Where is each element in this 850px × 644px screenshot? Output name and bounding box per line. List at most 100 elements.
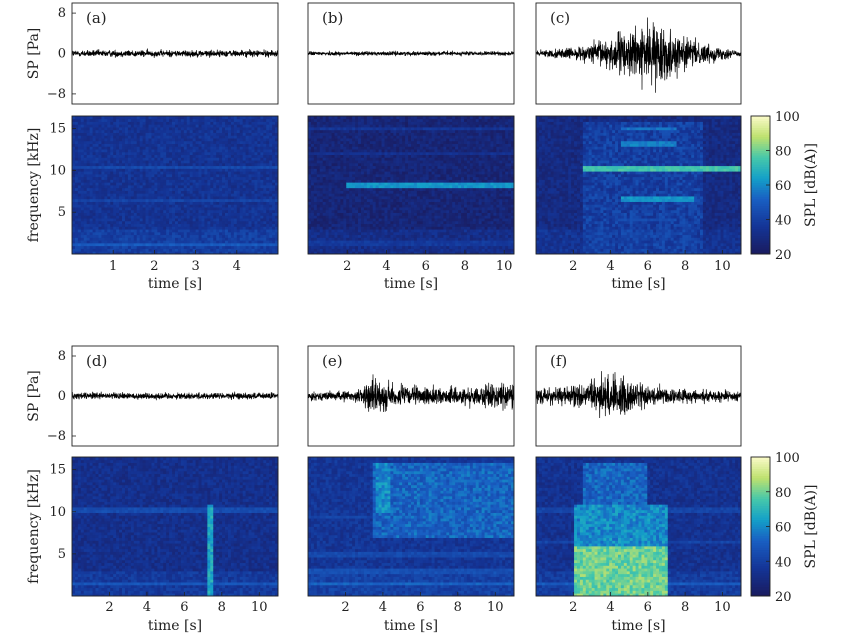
- heatmap-cell: [329, 232, 332, 235]
- heatmap-cell: [87, 185, 90, 188]
- heatmap-cell: [175, 160, 178, 163]
- heatmap-cell: [137, 179, 140, 182]
- heatmap-cell: [240, 124, 243, 127]
- heatmap-cell: [184, 163, 187, 166]
- heatmap-cell: [252, 235, 255, 238]
- heatmap-cell: [243, 240, 246, 243]
- heatmap-cell: [349, 196, 352, 199]
- heatmap-cell: [193, 160, 196, 163]
- heatmap-cell: [113, 130, 116, 133]
- heatmap-cell: [119, 248, 122, 251]
- heatmap-cell: [143, 235, 146, 238]
- heatmap-cell: [234, 199, 237, 202]
- heatmap-cell: [376, 204, 379, 207]
- heatmap-cell: [101, 177, 104, 180]
- heatmap-cell: [210, 191, 213, 194]
- heatmap-cell: [231, 133, 234, 136]
- heatmap-cell: [134, 240, 137, 243]
- heatmap-cell: [98, 215, 101, 218]
- heatmap-cell: [137, 127, 140, 130]
- heatmap-cell: [122, 157, 125, 160]
- heatmap-cell: [252, 207, 255, 210]
- heatmap-cell: [166, 204, 169, 207]
- waveform-series: [308, 51, 514, 57]
- heatmap-cell: [204, 246, 207, 249]
- heatmap-cell: [204, 138, 207, 141]
- heatmap-cell: [104, 130, 107, 133]
- heatmap-cell: [199, 133, 202, 136]
- heatmap-cell: [184, 237, 187, 240]
- heatmap-cell: [390, 193, 393, 196]
- heatmap-cell: [343, 207, 346, 210]
- heatmap-cell: [210, 171, 213, 174]
- heatmap-cell: [311, 182, 314, 185]
- heatmap-cell: [355, 229, 358, 232]
- heatmap-cell: [219, 243, 222, 246]
- heatmap-cell: [140, 218, 143, 221]
- heatmap-cell: [385, 122, 388, 125]
- heatmap-cell: [332, 246, 335, 249]
- heatmap-cell: [184, 179, 187, 182]
- heatmap-cell: [355, 188, 358, 191]
- heatmap-cell: [90, 235, 93, 238]
- heatmap-cell: [390, 179, 393, 182]
- heatmap-cell: [122, 199, 125, 202]
- heatmap-cell: [352, 141, 355, 144]
- heatmap-cell: [178, 218, 181, 221]
- heatmap-cell: [373, 177, 376, 180]
- heatmap-cell: [346, 152, 349, 155]
- heatmap-cell: [254, 248, 257, 251]
- heatmap-cell: [98, 141, 101, 144]
- heatmap-cell: [122, 210, 125, 213]
- heatmap-cell: [320, 160, 323, 163]
- heatmap-cell: [382, 149, 385, 152]
- heatmap-cell: [252, 141, 255, 144]
- heatmap-cell: [122, 237, 125, 240]
- heatmap-cell: [181, 240, 184, 243]
- heatmap-cell: [181, 185, 184, 188]
- heatmap-cell: [128, 163, 131, 166]
- heatmap-cell: [382, 235, 385, 238]
- heatmap-cell: [149, 191, 152, 194]
- heatmap-cell: [96, 248, 99, 251]
- heatmap-cell: [163, 248, 166, 251]
- heatmap-cell: [361, 174, 364, 177]
- heatmap-cell: [187, 210, 190, 213]
- heatmap-cell: [387, 202, 390, 205]
- heatmap-cell: [358, 218, 361, 221]
- heatmap-cell: [367, 160, 370, 163]
- heatmap-cell: [93, 237, 96, 240]
- heatmap-cell: [110, 155, 113, 158]
- heatmap-cell: [216, 160, 219, 163]
- heatmap-cell: [81, 191, 84, 194]
- heatmap-cell: [373, 237, 376, 240]
- heatmap-cell: [113, 133, 116, 136]
- heatmap-cell: [122, 185, 125, 188]
- heatmap-cell: [213, 210, 216, 213]
- heatmap-cell: [125, 199, 128, 202]
- heatmap-cell: [237, 144, 240, 147]
- heatmap-cell: [240, 224, 243, 227]
- heatmap-cell: [172, 202, 175, 205]
- heatmap-cell: [361, 237, 364, 240]
- heatmap-cell: [143, 174, 146, 177]
- heatmap-cell: [143, 168, 146, 171]
- heatmap-cell: [204, 160, 207, 163]
- heatmap-cell: [382, 138, 385, 141]
- heatmap-cell: [166, 174, 169, 177]
- heatmap-cell: [101, 130, 104, 133]
- heatmap-cell: [329, 185, 332, 188]
- heatmap-cell: [207, 122, 210, 125]
- heatmap-cell: [199, 243, 202, 246]
- heatmap-cell: [225, 237, 228, 240]
- heatmap-cell: [263, 160, 266, 163]
- heatmap-cell: [340, 204, 343, 207]
- heatmap-cell: [358, 210, 361, 213]
- heatmap-cell: [237, 232, 240, 235]
- heatmap-cell: [308, 179, 311, 182]
- heatmap-cell: [364, 226, 367, 229]
- heatmap-cell: [246, 193, 249, 196]
- heatmap-cell: [204, 166, 207, 169]
- heatmap-cell: [263, 226, 266, 229]
- heatmap-cell: [128, 204, 131, 207]
